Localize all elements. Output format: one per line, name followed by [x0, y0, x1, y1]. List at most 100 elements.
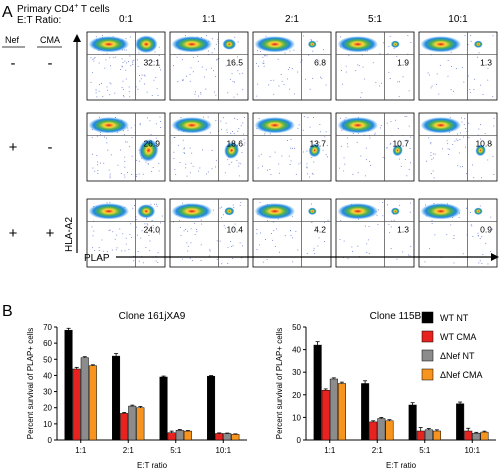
- flow-event-dot: [223, 225, 225, 227]
- flow-event-dot: [243, 144, 245, 146]
- flow-event-dot: [213, 70, 214, 72]
- flow-event-dot: [233, 133, 235, 135]
- flow-event-dot: [446, 234, 448, 236]
- flow-event-dot: [146, 232, 148, 234]
- x-axis-label: E:T ratio: [386, 461, 417, 470]
- flow-event-dot: [109, 175, 111, 177]
- flow-plot-r2-c4: 0.9: [418, 198, 498, 268]
- flow-event-dot: [451, 66, 452, 67]
- flow-event-dot: [326, 145, 328, 146]
- flow-event-dot: [409, 136, 411, 138]
- flow-event-dot: [453, 90, 454, 92]
- bar-nefcma-0: [88, 365, 97, 441]
- flow-event-dot: [111, 249, 113, 251]
- flow-event-dot: [289, 230, 291, 232]
- flow-event-dot: [464, 118, 466, 120]
- flow-event-dot: [360, 96, 362, 98]
- flow-event-dot: [202, 149, 203, 151]
- flow-event-dot: [390, 248, 392, 249]
- flow-event-dot: [424, 261, 426, 263]
- flow-event-dot: [428, 74, 430, 76]
- flow-event-dot: [211, 52, 213, 54]
- flow-event-dot: [155, 77, 157, 78]
- flow-event-dot: [128, 61, 129, 62]
- flow-event-dot: [207, 50, 209, 52]
- flow-event-dot: [487, 79, 489, 81]
- panel-b-letter: B: [2, 303, 13, 320]
- flow-event-dot: [319, 124, 321, 125]
- flow-event-dot: [107, 89, 109, 91]
- flow-event-dot: [157, 262, 159, 263]
- flow-event-dot: [479, 205, 481, 207]
- flow-event-dot: [182, 79, 184, 80]
- flow-event-dot: [300, 61, 302, 63]
- flow-event-dot: [463, 81, 465, 83]
- flow-event-dot: [474, 78, 476, 80]
- flow-event-dot: [143, 74, 145, 76]
- flow-event-dot: [233, 96, 235, 98]
- flow-event-dot: [382, 215, 384, 217]
- flow-event-dot: [97, 173, 99, 174]
- flow-event-dot: [455, 68, 457, 70]
- population-blob: [88, 203, 130, 220]
- flow-event-dot: [289, 88, 291, 90]
- flow-event-dot: [127, 129, 129, 131]
- flow-event-dot: [216, 58, 218, 60]
- flow-event-dot: [227, 92, 229, 94]
- flow-event-dot: [133, 255, 135, 257]
- flow-event-dot: [96, 135, 98, 137]
- flow-event-dot: [307, 117, 309, 118]
- flow-event-dot: [197, 55, 198, 57]
- flow-event-dot: [347, 137, 348, 139]
- flow-event-dot: [380, 125, 382, 127]
- flow-event-dot: [197, 60, 199, 62]
- flow-event-dot: [115, 249, 117, 251]
- flow-event-dot: [173, 158, 175, 159]
- flow-event-dot: [223, 117, 224, 119]
- population-blob: [171, 117, 213, 134]
- flow-event-dot: [215, 94, 217, 96]
- flow-event-dot: [300, 162, 302, 164]
- flow-event-dot: [101, 259, 103, 261]
- flow-event-dot: [407, 35, 409, 36]
- bar-wtcma-2: [167, 432, 176, 441]
- flow-event-dot: [431, 158, 433, 160]
- flow-event-dot: [200, 92, 202, 94]
- flow-event-dot: [110, 154, 112, 156]
- flow-event-dot: [402, 76, 404, 78]
- flow-event-dot: [141, 74, 143, 76]
- flow-event-dot: [431, 173, 432, 175]
- flow-event-dot: [436, 83, 437, 85]
- flow-event-dot: [161, 215, 163, 217]
- flow-event-dot: [206, 35, 207, 37]
- bar-nefcma-0: [337, 383, 346, 441]
- nef-sign-row-1: +: [9, 139, 18, 156]
- flow-event-dot: [447, 75, 449, 77]
- y-tick-label: 20: [43, 404, 52, 413]
- flow-event-dot: [219, 207, 221, 209]
- flow-event-dot: [318, 142, 320, 144]
- flow-event-dot: [357, 64, 359, 66]
- flow-event-dot: [160, 121, 161, 122]
- flow-event-dot: [478, 262, 480, 264]
- flow-event-dot: [262, 62, 264, 64]
- flow-event-dot: [234, 117, 236, 119]
- y-tick-label: 40: [292, 346, 301, 355]
- flow-event-dot: [236, 93, 238, 95]
- flow-event-dot: [295, 173, 297, 175]
- flow-event-dot: [478, 52, 480, 54]
- flow-event-dot: [379, 85, 381, 87]
- flow-event-dot: [357, 172, 359, 174]
- flow-event-dot: [182, 202, 184, 204]
- flow-event-dot: [201, 223, 203, 225]
- flow-event-dot: [149, 240, 151, 242]
- flow-event-dot: [98, 62, 100, 64]
- flow-event-dot: [258, 65, 259, 67]
- flow-event-dot: [274, 246, 276, 247]
- flow-event-dot: [406, 116, 408, 117]
- flow-event-dot: [315, 226, 316, 228]
- flow-event-dot: [467, 75, 469, 77]
- flow-event-dot: [425, 204, 426, 206]
- flow-event-dot: [301, 59, 303, 61]
- flow-event-dot: [221, 217, 222, 219]
